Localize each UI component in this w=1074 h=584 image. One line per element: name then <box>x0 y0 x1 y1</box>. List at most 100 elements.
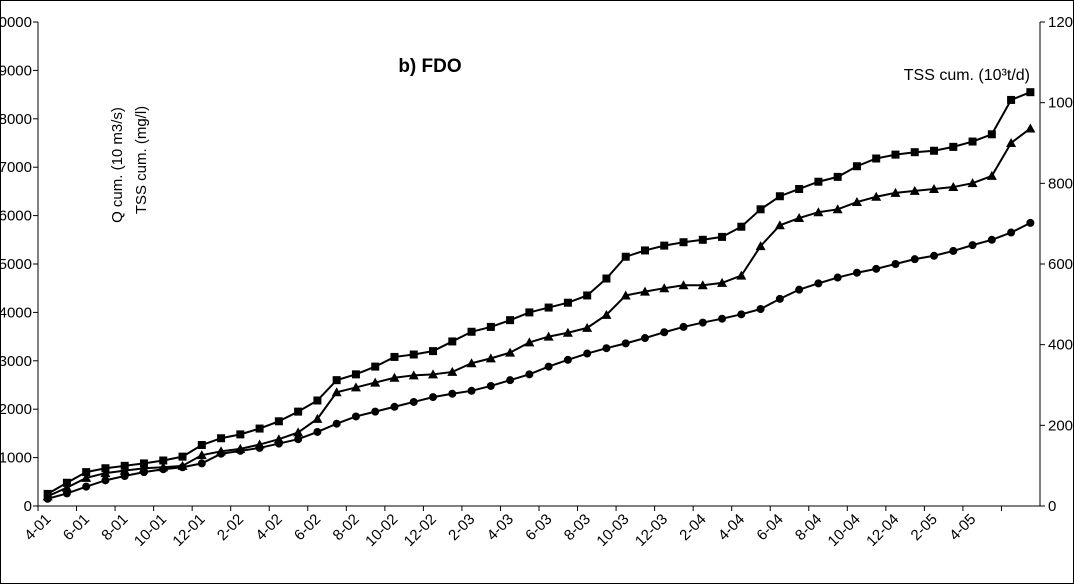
data-point <box>274 417 283 426</box>
data-point <box>390 352 399 361</box>
series-line <box>47 221 1031 500</box>
data-point <box>967 178 978 188</box>
data-point <box>583 349 592 358</box>
y-tick-label: 6000 <box>0 208 32 225</box>
data-point <box>697 280 708 290</box>
data-point <box>332 376 341 385</box>
y-tick-label: 2000 <box>0 401 32 418</box>
data-point <box>832 204 843 214</box>
data-point <box>909 185 920 195</box>
y2-tick-label: 600 <box>1048 256 1073 273</box>
data-point <box>447 366 458 376</box>
data-point <box>795 285 804 294</box>
data-point <box>910 255 919 264</box>
data-point <box>872 154 881 163</box>
data-point <box>852 268 861 277</box>
data-point <box>429 347 438 356</box>
data-point <box>62 489 71 498</box>
data-point <box>81 472 92 482</box>
data-point <box>949 142 958 151</box>
data-point <box>755 241 766 251</box>
data-point <box>525 370 534 379</box>
data-point <box>833 172 842 181</box>
data-point <box>986 170 997 180</box>
data-point <box>679 238 688 247</box>
data-point <box>159 465 168 474</box>
y-axis-label: TSS cum. (mg/l) <box>133 106 150 214</box>
data-point <box>583 291 592 300</box>
y-tick-label: 1000 <box>0 450 32 467</box>
y-tick-label: 9000 <box>0 62 32 79</box>
y-tick-label: 7000 <box>0 159 32 176</box>
data-point <box>506 316 515 325</box>
data-point <box>891 260 900 268</box>
data-point <box>371 362 380 371</box>
data-point <box>82 468 91 477</box>
data-point <box>698 318 707 327</box>
data-point <box>486 322 495 331</box>
data-point <box>119 465 130 475</box>
y2-tick-label: 1000 <box>1048 95 1074 112</box>
data-point <box>120 471 129 480</box>
data-point <box>563 298 572 307</box>
y2-axis-label: TSS cum. (10³t/d) <box>904 67 1030 84</box>
data-point <box>852 162 861 171</box>
data-point <box>987 235 996 244</box>
data-point <box>679 322 688 331</box>
data-point <box>930 251 939 260</box>
data-point <box>371 407 380 416</box>
data-point <box>602 344 611 353</box>
data-point <box>101 476 110 485</box>
data-point <box>1007 95 1016 104</box>
data-point <box>814 177 823 186</box>
data-point <box>737 222 746 231</box>
data-point <box>506 376 515 385</box>
y2-tick-label: 200 <box>1048 417 1073 434</box>
data-point <box>621 339 630 348</box>
data-point <box>851 197 862 207</box>
y2-tick-label: 400 <box>1048 337 1073 354</box>
data-point <box>197 459 206 468</box>
data-point <box>100 468 111 478</box>
data-point <box>1026 218 1035 227</box>
data-point <box>871 191 882 201</box>
data-point <box>178 452 187 461</box>
data-point <box>293 427 304 437</box>
data-point <box>621 252 630 261</box>
data-point <box>775 294 784 303</box>
data-point <box>332 419 341 428</box>
data-point <box>639 286 650 296</box>
data-point <box>178 463 187 472</box>
data-point <box>217 449 226 458</box>
data-point <box>929 183 940 193</box>
data-point <box>601 309 612 319</box>
y-axis-label: Q cum. (10 m3/s) <box>109 107 126 223</box>
data-point <box>196 450 207 460</box>
data-point <box>910 148 919 157</box>
data-point <box>159 456 168 465</box>
data-point <box>448 337 457 346</box>
data-point <box>274 439 283 448</box>
data-point <box>930 146 939 155</box>
data-point <box>640 334 649 343</box>
y2-tick-label: 800 <box>1048 175 1073 192</box>
data-point <box>620 290 631 300</box>
data-point <box>255 424 264 433</box>
data-point <box>467 327 476 336</box>
data-point <box>813 207 824 217</box>
data-point <box>563 355 572 364</box>
data-point <box>1026 88 1035 97</box>
data-point <box>544 362 553 371</box>
data-point <box>543 331 554 341</box>
data-point <box>660 241 669 250</box>
y-tick-label: 8000 <box>0 111 32 128</box>
data-point <box>485 353 496 363</box>
data-point <box>890 187 901 197</box>
data-point <box>1007 228 1016 237</box>
y-tick-label: 4000 <box>0 304 32 321</box>
series-line <box>47 91 1031 495</box>
data-point <box>602 274 611 283</box>
data-point <box>562 327 573 337</box>
data-point <box>1025 123 1036 133</box>
